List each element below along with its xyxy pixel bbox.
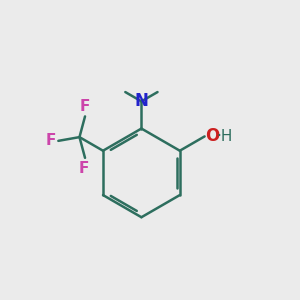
Text: N: N (134, 92, 148, 110)
Text: F: F (46, 134, 56, 148)
Text: ·H: ·H (216, 129, 232, 144)
Text: F: F (78, 161, 89, 176)
Text: O: O (206, 128, 220, 146)
Text: F: F (80, 98, 90, 113)
